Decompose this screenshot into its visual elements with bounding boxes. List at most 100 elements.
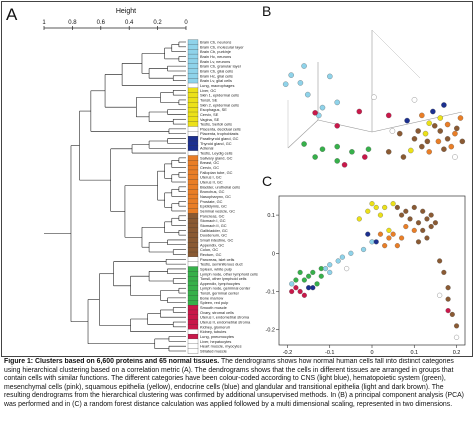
pca-point [341, 162, 348, 168]
leaf-color-box [187, 174, 199, 181]
dendrogram-axis-ticks: 1 0.8 0.6 0.4 0.2 0 [42, 20, 188, 30]
mds-point [432, 220, 438, 226]
leaf-label: Bone marrow [200, 295, 223, 300]
mds-point [297, 288, 303, 295]
pca-point [356, 108, 363, 115]
mds-point [445, 285, 451, 291]
leaf-label: Tonsil, other lymphoid cells [200, 276, 247, 281]
leaf-label: Uterus I, GC [200, 175, 222, 180]
leaf-color-box [187, 73, 199, 79]
pca-point [385, 149, 392, 155]
leaf-color-box [187, 58, 199, 65]
mds-point [297, 269, 303, 275]
pca-point [288, 72, 294, 78]
mds-point [377, 231, 384, 237]
mds-axis-ticks: -0.2 -0.1 0 0.1 0.2 -0.2 -0.1 0 0.1 [266, 213, 461, 356]
mds-point [390, 201, 396, 207]
leaf-color-box [187, 193, 199, 200]
pca-point [452, 130, 458, 137]
mds-point [322, 266, 329, 272]
leaf-label: Ovary, stromal cells [200, 310, 234, 315]
leaf-color-box [187, 324, 199, 330]
panel-label-a: A [6, 5, 18, 24]
leaf-color-box [187, 222, 199, 229]
leaf-label: Brain Cb, molecular layer [200, 44, 244, 49]
leaf-label: Smooth muscle [200, 305, 227, 310]
leaf-label: Kidney, glomeruli [200, 324, 230, 329]
dendrogram-panel: Height 1 0.8 0.6 0.4 0.2 0 Brain Cb, neuronsB… [42, 8, 258, 354]
pca-point [327, 73, 333, 80]
leaf-label: Uterus II, GC [200, 180, 223, 185]
mds-x-tick-label: 0.2 [453, 350, 461, 356]
leaf-color-box [187, 251, 199, 258]
figure-caption: Figure 1: Clusters based on 6,600 protei… [4, 358, 470, 438]
leaf-label: Tonsil, germinal center [200, 291, 240, 296]
caption-body: The dendrograms shows how normal human c… [4, 358, 464, 408]
mds-y-tick-label: -0.1 [266, 290, 275, 296]
mds-y-tick-label: 0 [272, 251, 275, 257]
leaf-label: Brain Cb, granular layer [200, 64, 242, 69]
pca-point [437, 128, 443, 134]
leaf-label: Kidney, tubules [200, 329, 226, 334]
leaf-color-box [187, 285, 199, 292]
leaf-color-box [187, 169, 199, 176]
leaf-color-box [187, 160, 199, 166]
pca-point [305, 91, 311, 98]
leaf-label: Gallbladder, GC [200, 228, 228, 233]
mds-point [424, 235, 430, 241]
mds-point [415, 220, 422, 226]
pca-point [334, 158, 340, 164]
mds-x-tick-label: -0.2 [283, 350, 292, 356]
leaf-color-box [187, 179, 199, 185]
leaf-color-box [187, 184, 199, 190]
leaf-color-box [187, 39, 199, 45]
leaf-color-box [187, 107, 199, 113]
leaf-label: Testis, Sertoli cells [200, 122, 232, 127]
mds-point [420, 208, 426, 214]
mds-point [301, 277, 307, 283]
pca-3d-points [282, 63, 466, 168]
leaf-color-box [187, 309, 199, 316]
mds-point [386, 235, 392, 241]
leaf-color-box [187, 97, 199, 103]
leaf-color-box [187, 271, 199, 277]
leaf-color-box [187, 140, 199, 147]
leaf-label: Pancreas, GC [200, 213, 225, 218]
leaf-color-box [187, 198, 199, 205]
mds-point [428, 212, 434, 218]
leaf-label: Colon, GC [200, 247, 218, 252]
pca-point [422, 130, 429, 137]
leaf-color-box [187, 237, 199, 243]
leaf-label: Seminal vesicle, GC [200, 208, 235, 213]
leaf-color-box [187, 82, 199, 89]
leaf-label: Skin 1, epidermal cells [200, 93, 239, 98]
leaf-label: Heart muscle, myocytes [200, 344, 242, 349]
leaf-color-box [187, 131, 199, 137]
leaf-label: Appendix, GC [200, 242, 224, 247]
pca-point [400, 154, 407, 160]
mds-point [360, 246, 367, 253]
leaf-color-box [187, 49, 199, 55]
leaf-color-box [187, 256, 199, 263]
pca-point [297, 80, 304, 86]
mds-point [399, 235, 405, 241]
pca-point [448, 143, 455, 150]
mds-point [301, 292, 307, 298]
leaf-label: Duodenum, GC [200, 233, 227, 238]
leaf-color-box [187, 276, 199, 282]
mds-point [314, 281, 320, 287]
mds-point [310, 269, 316, 275]
pca-3d-axes [287, 29, 463, 149]
pca-point [319, 146, 326, 152]
pca-point [426, 149, 432, 155]
leaf-label: Striated muscle [200, 349, 227, 354]
leaf-color-box [187, 333, 199, 340]
mds-point [289, 281, 295, 287]
dendrogram-tick-label: 1 [42, 20, 46, 26]
mds-point [411, 204, 417, 211]
mds-x-tick-label: 0 [370, 350, 373, 356]
dendrogram-tick-label: 0.2 [153, 20, 162, 26]
pca-point [459, 138, 466, 145]
